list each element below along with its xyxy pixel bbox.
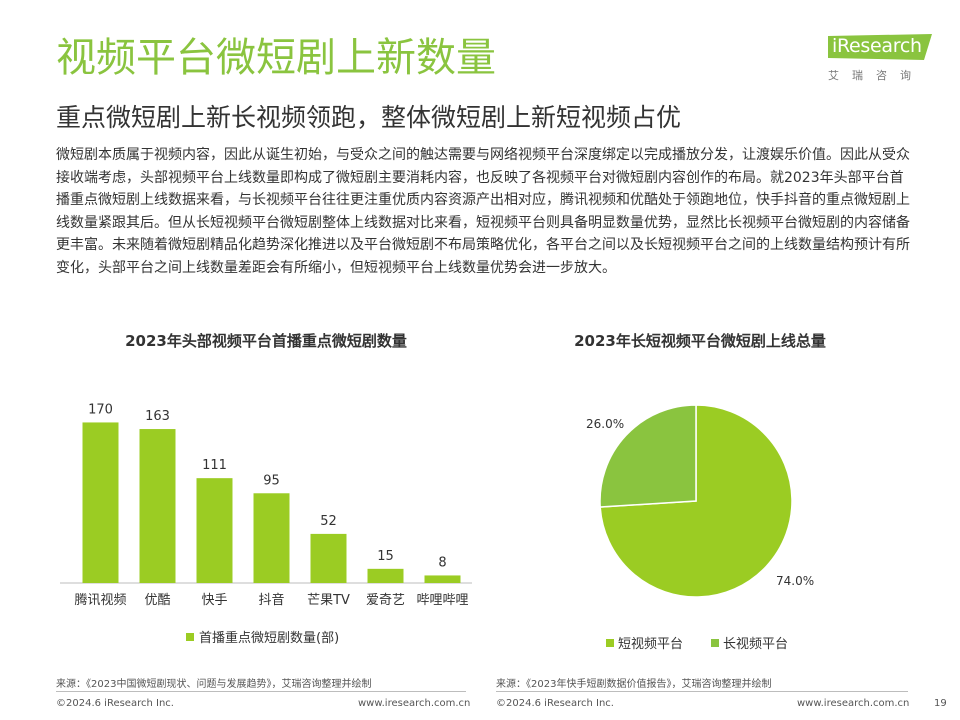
bar-value-label: 15 [377,549,394,564]
x-tick-label: 哔哩哔哩 [416,593,468,608]
website-link-right[interactable]: www.iresearch.com.cn [797,698,910,709]
page-subtitle: 重点微短剧上新长视频领跑，整体微短剧上新短视频占优 [56,103,682,132]
bar [253,493,290,583]
bar-chart-title: 2023年头部视频平台首播重点微短剧数量 [125,332,407,350]
page-title: 视频平台微短剧上新数量 [56,35,496,81]
legend-swatch [186,633,194,641]
source-note-left: 来源：《2023中国微短剧现状、问题与发展趋势》，艾瑞咨询整理并绘制 [56,679,372,690]
logo-wordmark: iResearch [832,35,922,57]
copyright-right: ©2024.6 iResearch Inc. [496,698,614,709]
slice-value-label: 26.0% [586,417,624,431]
bar [196,478,233,583]
bar-value-label: 95 [263,473,280,488]
logo-tagline: 艾瑞咨询 [828,69,924,82]
bar [82,422,119,583]
bar-value-label: 52 [320,514,337,529]
bar-value-label: 170 [88,402,113,417]
bar [310,533,347,583]
footer-divider-left [56,691,466,692]
x-tick-label: 爱奇艺 [366,592,405,608]
footer-divider-right [496,691,908,692]
bar [367,568,404,583]
bar-value-label: 8 [438,555,446,570]
pie-chart-title: 2023年长短视频平台微短剧上线总量 [574,332,826,350]
legend-swatch [606,639,614,647]
website-link-left[interactable]: www.iresearch.com.cn [358,698,471,709]
x-tick-label: 快手 [201,593,227,608]
slice-value-label: 74.0% [776,574,814,588]
pie-slice [599,404,697,508]
legend-label: 首播重点微短剧数量(部) [199,630,339,646]
copyright-left: ©2024.6 iResearch Inc. [56,698,174,709]
source-note-right: 来源：《2023年快手短剧数据价值报告》，艾瑞咨询整理并绘制 [496,679,772,690]
legend-label: 长视频平台 [723,637,788,652]
x-tick-label: 抖音 [258,592,284,608]
page-number: 19 [934,698,947,709]
pie-chart: 74.0% 26.0% 短视频平台 长视频平台 [586,404,814,652]
body-paragraph: 微短剧本质属于视频内容，因此从诞生初始，与受众之间的触达需要与网络视频平台深度绑… [56,147,910,276]
bar [139,429,176,583]
legend-swatch [711,639,719,647]
bar-value-label: 163 [145,409,170,424]
logo-band-shape [828,34,932,60]
iresearch-logo: iResearch 艾瑞咨询 [826,34,932,82]
bar-chart: 170 腾讯视频 163 优酷 111 快手 95 抖音 52 芒果TV 15 爱奇艺 8 哔哩哔哩首播重… [60,402,472,646]
bar-value-label: 111 [202,458,227,473]
x-tick-label: 腾讯视频 [74,592,126,608]
x-tick-label: 优酷 [144,593,170,608]
x-tick-label: 芒果TV [307,592,350,608]
bar [424,575,461,583]
legend-label: 短视频平台 [618,637,683,652]
